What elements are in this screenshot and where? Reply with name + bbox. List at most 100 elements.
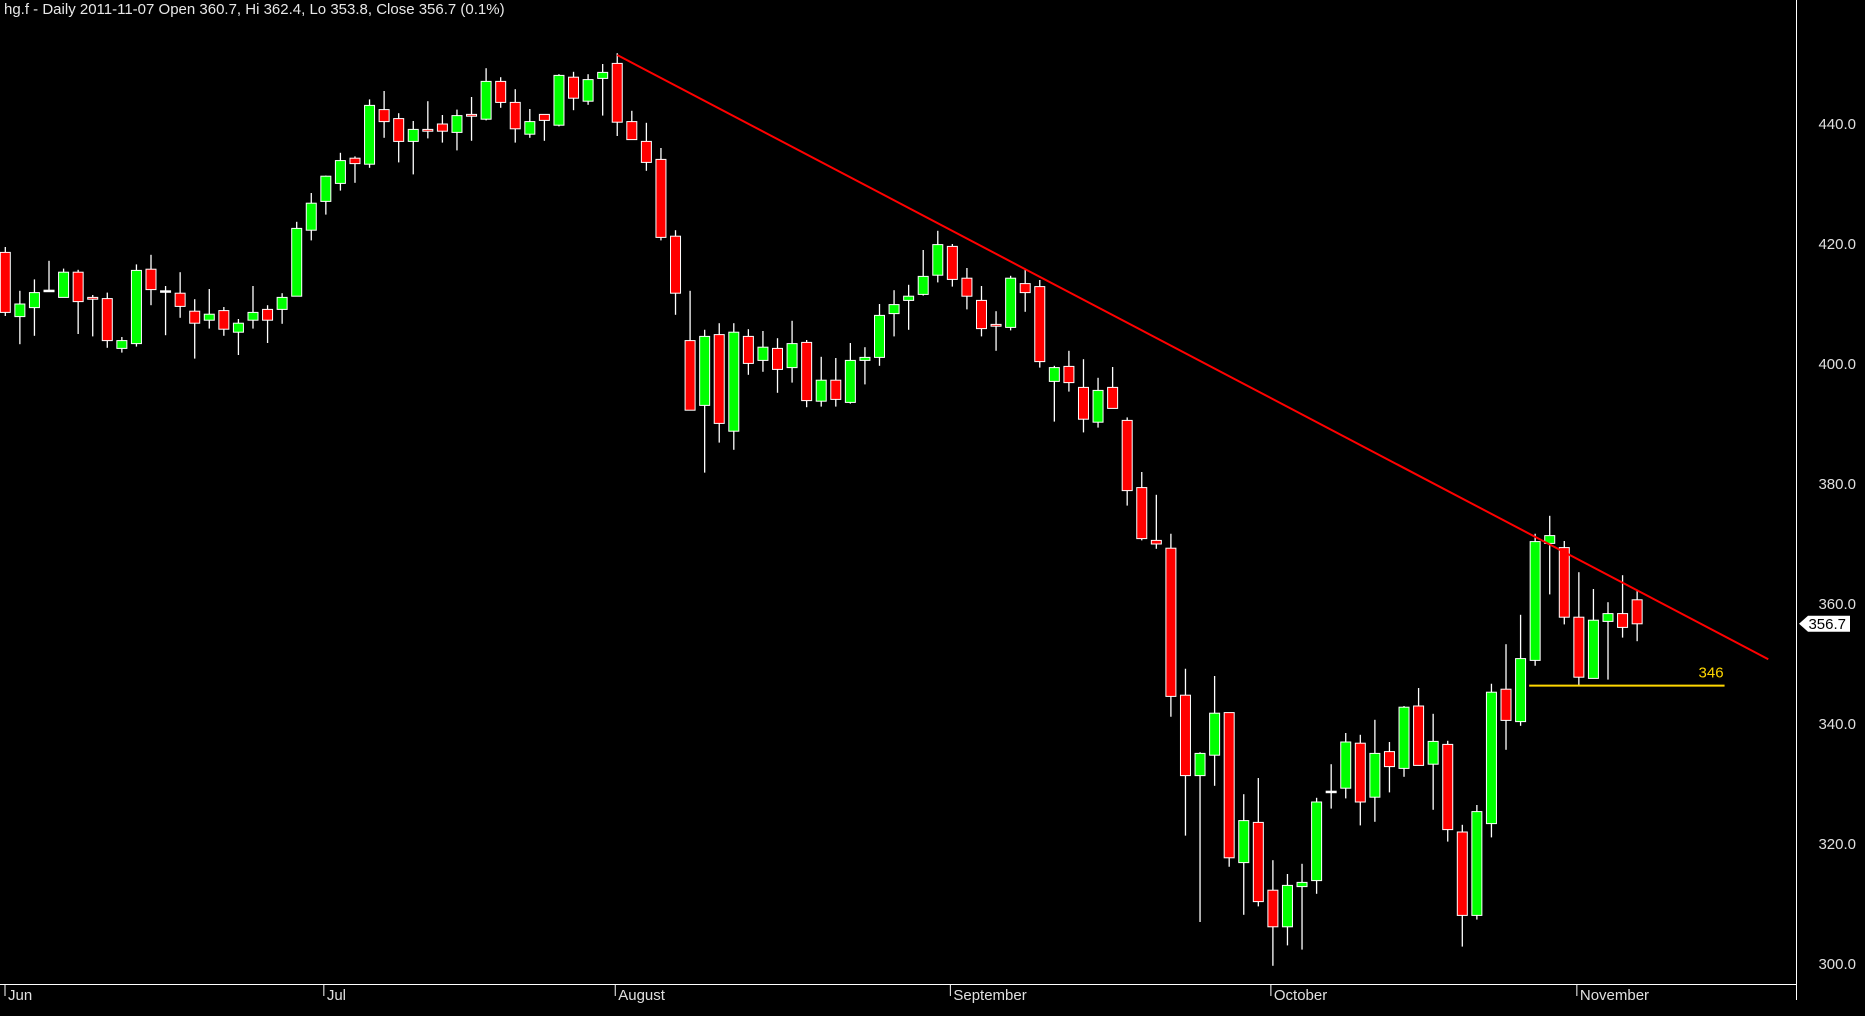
candle-body bbox=[670, 235, 682, 294]
candle bbox=[975, 286, 987, 337]
candle bbox=[1223, 712, 1235, 867]
candle-body bbox=[1340, 741, 1352, 789]
candle-body bbox=[232, 322, 244, 333]
candle-body bbox=[174, 292, 186, 307]
candle-body bbox=[334, 160, 346, 184]
candle bbox=[320, 175, 332, 215]
candle bbox=[1544, 515, 1556, 595]
candle-body bbox=[451, 115, 463, 133]
candle-body bbox=[364, 104, 376, 165]
candle-body bbox=[1223, 712, 1235, 859]
candle-body bbox=[713, 334, 725, 424]
candle-body bbox=[1631, 599, 1643, 625]
candle bbox=[1107, 367, 1119, 409]
candle bbox=[1427, 713, 1439, 810]
candle bbox=[1456, 824, 1468, 947]
candle bbox=[407, 121, 419, 175]
candle-body bbox=[757, 346, 769, 361]
candle-body bbox=[772, 347, 784, 370]
candle bbox=[422, 101, 434, 139]
date-axis: Jun Jul August September October November bbox=[4, 984, 1649, 1004]
candle bbox=[582, 74, 594, 105]
candle bbox=[451, 109, 463, 151]
drawings: 346 bbox=[616, 54, 1769, 687]
candle bbox=[349, 156, 361, 183]
last-price-marker bbox=[1799, 615, 1850, 632]
candle-body bbox=[291, 227, 303, 297]
candle bbox=[844, 343, 856, 404]
candles bbox=[0, 53, 1643, 966]
candle bbox=[1063, 350, 1075, 392]
candle-body bbox=[436, 123, 448, 132]
price-tick-label: 400.0 bbox=[1818, 356, 1856, 373]
last-price-label: 356.7 bbox=[1808, 616, 1846, 633]
candle-body bbox=[1019, 283, 1031, 294]
candle bbox=[772, 338, 784, 393]
candle bbox=[305, 193, 317, 241]
price-tick-label: 300.0 bbox=[1818, 956, 1856, 973]
candle-body bbox=[1296, 881, 1308, 888]
candle-body bbox=[1194, 752, 1206, 777]
support-label: 346 bbox=[1699, 665, 1724, 682]
candle-body bbox=[975, 299, 987, 330]
candle bbox=[203, 289, 215, 329]
candle bbox=[1500, 644, 1512, 750]
candle-body bbox=[742, 335, 754, 364]
candle bbox=[1631, 589, 1643, 642]
candle-body bbox=[1617, 613, 1629, 628]
candle-body bbox=[932, 244, 944, 276]
candle-body bbox=[1587, 619, 1599, 679]
candle bbox=[859, 347, 871, 385]
candle bbox=[43, 260, 55, 293]
candle bbox=[1150, 494, 1162, 549]
candle bbox=[393, 113, 405, 163]
candle bbox=[1209, 676, 1221, 786]
candle-body bbox=[582, 79, 594, 102]
candle bbox=[130, 264, 142, 347]
candle bbox=[1354, 734, 1366, 826]
candle-body bbox=[262, 308, 274, 321]
price-tick-label: 340.0 bbox=[1818, 716, 1856, 733]
candle-body bbox=[349, 157, 361, 165]
candle bbox=[801, 340, 813, 408]
candle-body bbox=[786, 343, 798, 369]
candle-body bbox=[145, 268, 157, 291]
candle bbox=[699, 329, 711, 473]
candle-body bbox=[844, 359, 856, 403]
candle bbox=[888, 290, 900, 337]
candle-body bbox=[1515, 658, 1527, 723]
candle-body bbox=[1267, 889, 1279, 928]
candle bbox=[713, 323, 725, 443]
candle-body bbox=[640, 140, 652, 163]
candle-body bbox=[203, 313, 215, 321]
candle-body bbox=[815, 379, 827, 402]
candle-body bbox=[1602, 613, 1614, 622]
candle bbox=[1252, 778, 1264, 907]
candle bbox=[1005, 275, 1017, 331]
candle bbox=[728, 323, 740, 450]
candle bbox=[553, 74, 565, 127]
candle bbox=[1573, 572, 1585, 685]
candle bbox=[1340, 733, 1352, 799]
candle-body bbox=[990, 323, 1002, 327]
date-tick-label: September bbox=[953, 987, 1026, 1004]
candle bbox=[830, 358, 842, 407]
candle bbox=[524, 109, 536, 138]
candle bbox=[1383, 742, 1395, 793]
candle-body bbox=[320, 175, 332, 202]
candle bbox=[160, 286, 172, 336]
candle bbox=[378, 91, 390, 138]
candle-body bbox=[1369, 752, 1381, 798]
candle-body bbox=[1005, 277, 1017, 328]
candle-body bbox=[801, 341, 813, 402]
candle-body bbox=[830, 379, 842, 400]
candle-body bbox=[538, 113, 550, 121]
candle bbox=[670, 230, 682, 315]
candle-body bbox=[961, 277, 973, 297]
candle-body bbox=[655, 158, 667, 238]
candle bbox=[961, 268, 973, 310]
candle bbox=[87, 295, 99, 337]
candle bbox=[1471, 805, 1483, 920]
candle-body bbox=[1529, 541, 1541, 661]
candle-body bbox=[611, 62, 623, 123]
